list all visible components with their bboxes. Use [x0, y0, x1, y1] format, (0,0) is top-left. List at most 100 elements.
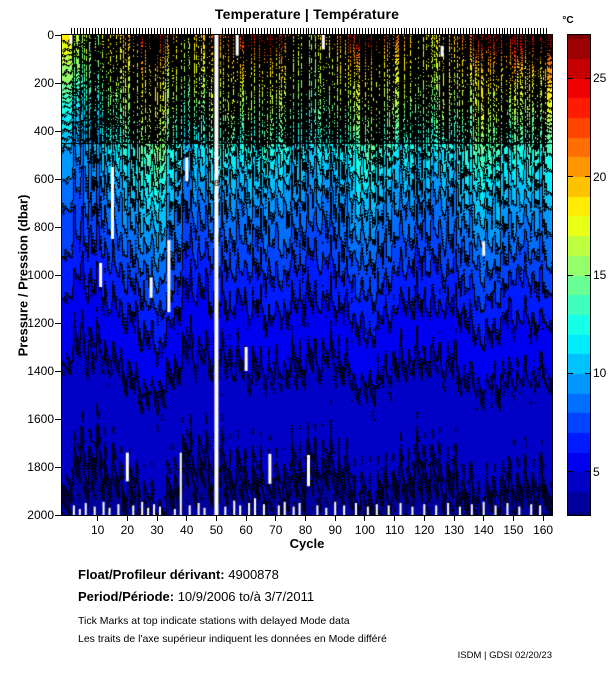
delayed-mode-tick — [406, 28, 408, 34]
y-tick-label: 800 — [33, 220, 54, 234]
delayed-mode-tick — [376, 28, 378, 34]
delayed-mode-tick — [201, 28, 203, 34]
delayed-mode-tick — [222, 28, 224, 34]
delayed-mode-tick — [418, 28, 420, 34]
colorbar-tick-label: 25 — [593, 71, 607, 86]
delayed-mode-tick — [546, 28, 548, 34]
delayed-mode-tick — [258, 28, 259, 34]
credit-text: ISDM | GDSI 02/20/23 — [457, 650, 552, 661]
delayed-mode-tick — [456, 28, 458, 34]
note-english: Tick Marks at top indicate stations with… — [78, 615, 350, 627]
delayed-mode-tick — [100, 28, 102, 34]
delayed-mode-tick — [332, 28, 334, 34]
delayed-mode-tick — [358, 28, 360, 34]
delayed-mode-tick — [115, 28, 117, 34]
delayed-mode-tick — [540, 28, 542, 34]
delayed-mode-tick — [471, 28, 473, 34]
colorbar-tick-mark — [585, 471, 590, 473]
delayed-mode-tick — [139, 28, 141, 34]
delayed-mode-tick — [391, 28, 393, 34]
delayed-mode-tick — [347, 28, 349, 34]
delayed-mode-tick — [388, 28, 390, 34]
x-tick-label: 30 — [150, 523, 164, 537]
delayed-mode-tick — [317, 28, 319, 34]
delayed-mode-tick — [379, 28, 381, 34]
delayed-mode-tick — [442, 28, 444, 34]
note-french: Les traits de l'axe supérieur indiquent … — [78, 633, 387, 645]
y-tick-mark — [55, 178, 61, 180]
delayed-mode-tick — [290, 28, 292, 34]
y-tick-label: 1400 — [27, 364, 54, 378]
delayed-mode-tick — [409, 28, 411, 34]
y-tick-label: 1000 — [27, 268, 54, 282]
x-tick-label: 90 — [328, 523, 342, 537]
y-tick-mark — [55, 34, 61, 36]
delayed-mode-tick — [421, 28, 423, 34]
delayed-mode-tick — [335, 28, 337, 34]
delayed-mode-tick — [287, 28, 289, 34]
y-tick-mark — [55, 370, 61, 372]
delayed-mode-tick — [284, 28, 286, 34]
delayed-mode-tick — [189, 28, 191, 34]
delayed-mode-tick — [70, 28, 72, 34]
y-tick-label: 1200 — [27, 316, 54, 330]
y-tick-label: 1600 — [27, 412, 54, 426]
delayed-mode-tick — [480, 28, 482, 34]
delayed-mode-tick — [373, 28, 375, 34]
colorbar-tick-label: 20 — [593, 169, 607, 184]
y-tick-label: 2000 — [27, 508, 54, 522]
x-tick-label: 10 — [90, 523, 105, 537]
delayed-mode-tick — [474, 28, 476, 34]
delayed-mode-tick — [507, 28, 509, 34]
delayed-mode-tick — [168, 28, 170, 34]
delayed-mode-tick — [341, 28, 343, 34]
delayed-mode-tick — [127, 28, 129, 34]
period-value: 10/9/2006 to/à 3/7/2011 — [177, 589, 315, 604]
delayed-mode-tick — [240, 28, 242, 34]
delayed-mode-tick — [465, 28, 467, 34]
delayed-mode-tick — [498, 28, 500, 34]
delayed-mode-tick — [207, 28, 209, 34]
delayed-mode-tick — [249, 28, 251, 34]
delayed-mode-tick — [504, 28, 506, 34]
y-tick-mark — [55, 322, 61, 324]
delayed-mode-tick — [448, 28, 450, 34]
delayed-mode-tick — [151, 28, 153, 34]
delayed-mode-tick — [130, 28, 132, 34]
x-tick-mark — [364, 516, 366, 521]
delayed-mode-tick — [210, 28, 212, 34]
delayed-mode-tick — [320, 28, 322, 34]
delayed-mode-tick — [356, 28, 357, 34]
delayed-mode-tick — [397, 28, 399, 34]
delayed-mode-tick — [266, 28, 268, 34]
x-tick-label: 110 — [385, 523, 405, 537]
delayed-mode-tick — [91, 28, 93, 34]
delayed-mode-tick — [400, 28, 402, 34]
delayed-mode-tick — [528, 28, 530, 34]
delayed-mode-tick — [109, 28, 111, 34]
delayed-mode-tick — [186, 28, 188, 34]
delayed-mode-tick — [145, 28, 147, 34]
x-tick-mark — [334, 516, 336, 521]
delayed-mode-tick — [260, 28, 262, 34]
x-tick-label: 160 — [533, 523, 554, 537]
y-tick-label: 0 — [47, 28, 54, 42]
delayed-mode-tick — [486, 28, 488, 34]
x-tick-label: 40 — [180, 523, 194, 537]
delayed-mode-tick — [427, 28, 429, 34]
x-tick-mark — [483, 516, 485, 521]
delayed-mode-tick — [255, 28, 257, 34]
delayed-mode-tick — [329, 28, 331, 34]
colorbar-tick-label: 10 — [593, 366, 607, 381]
delayed-mode-tick — [305, 28, 307, 34]
colorbar-canvas — [568, 35, 590, 515]
delayed-mode-tick — [296, 28, 298, 34]
delayed-mode-tick — [394, 28, 396, 34]
delayed-mode-tick — [97, 28, 99, 34]
delayed-mode-tick — [133, 28, 135, 34]
delayed-mode-tick — [198, 28, 200, 34]
delayed-mode-tick — [361, 28, 363, 34]
delayed-mode-tick — [180, 28, 182, 34]
delayed-mode-tick — [112, 28, 114, 34]
